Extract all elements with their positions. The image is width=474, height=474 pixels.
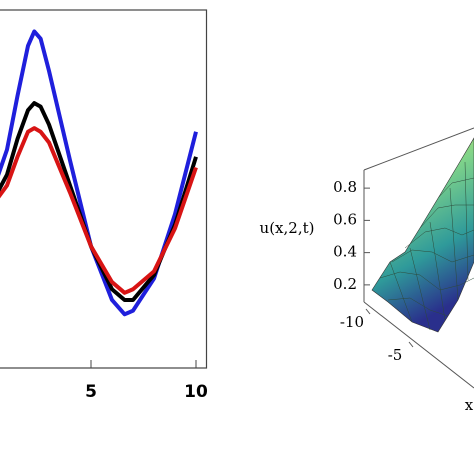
z-tick-label: 0.2 (333, 275, 357, 293)
series-line (0, 29, 198, 317)
z-axis-label: u(x,2,t) (260, 219, 315, 237)
x-axis-label: x (465, 396, 474, 414)
series-line (0, 126, 198, 295)
plot-frame (0, 9, 208, 369)
z-tick-label: 0.6 (333, 210, 357, 228)
surface-mesh (379, 161, 474, 331)
x-tick-label: -10 (340, 313, 364, 331)
x-tick-label: 5 (85, 382, 97, 402)
surface (371, 137, 474, 333)
z-tick-label: 0.8 (333, 178, 357, 196)
x-tick-label: 10 (184, 382, 208, 402)
x-tick-label: -5 (388, 346, 403, 364)
x-tick (408, 341, 414, 348)
series-line (0, 101, 198, 302)
x-tick (365, 308, 371, 315)
surface-box (363, 127, 474, 389)
z-tick-label: 0.4 (333, 243, 357, 261)
